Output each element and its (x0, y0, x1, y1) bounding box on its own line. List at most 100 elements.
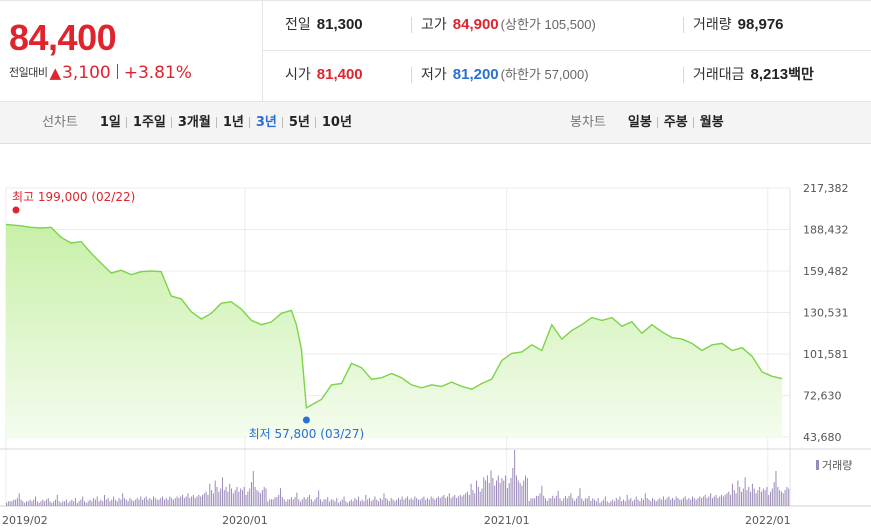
volume-bar (419, 499, 421, 506)
volume-bar (165, 498, 167, 506)
range-1y[interactable]: 1년 (217, 115, 250, 130)
volume-bar (64, 501, 66, 506)
volume-bar (503, 480, 505, 506)
range-5y[interactable]: 5년 (283, 115, 316, 130)
volume-bar (212, 493, 214, 506)
volume-bar (134, 499, 136, 506)
low-price: 저가 81,200 (하한가 57,000) (411, 51, 589, 101)
volume-bar (737, 480, 739, 506)
volume-bar (350, 499, 352, 506)
volume-bar (564, 495, 566, 506)
volume-bar (661, 499, 663, 506)
volume-bar (692, 496, 693, 506)
volume-bar (309, 494, 311, 506)
volume-bar (298, 499, 300, 506)
volume-bar (73, 501, 75, 506)
volume-bar (784, 490, 786, 506)
volume-bar (659, 498, 661, 506)
volume-bar (532, 498, 534, 506)
volume-bar (748, 486, 750, 506)
volume-bar (575, 498, 577, 506)
up-arrow-icon: ▲ (49, 64, 62, 82)
high-price: 고가 84,900 (상한가 105,500) (411, 1, 596, 51)
volume-bar (62, 501, 64, 506)
volume-bar (441, 496, 443, 506)
volume-bar (668, 496, 670, 506)
trade-value-label: 거래대금 (693, 67, 745, 83)
volume-bar (652, 498, 654, 506)
volume-bar (162, 496, 164, 506)
candle-monthly[interactable]: 월봉 (694, 115, 730, 130)
volume-bar (465, 493, 467, 506)
range-3m[interactable]: 3개월 (172, 115, 217, 130)
volume-bar (581, 498, 583, 506)
volume-value: 98,976 (737, 16, 784, 33)
volume-bar (178, 498, 180, 506)
open-value: 81,400 (316, 66, 363, 83)
volume-bar (343, 496, 345, 506)
volume-bar (231, 488, 233, 506)
volume-bar (436, 498, 438, 506)
volume-bar (225, 486, 227, 506)
y-tick-label: 159,482 (803, 265, 849, 278)
volume-label: 거래량 (693, 17, 732, 33)
volume-bar (401, 496, 403, 506)
volume-bar (702, 496, 704, 506)
volume-bar (330, 499, 332, 506)
volume-bar (764, 490, 766, 506)
change-percent: +3.81% (123, 63, 192, 83)
volume-bar (751, 483, 753, 506)
volume-bar (123, 498, 125, 506)
prev-close: 전일 81,300 (285, 1, 363, 51)
volume-bar (314, 499, 316, 506)
volume-bar (15, 499, 17, 506)
volume-bar (773, 482, 775, 506)
volume-bar (82, 496, 84, 506)
volume-bar (534, 498, 536, 506)
volume-bar (341, 499, 343, 506)
volume-bar (274, 497, 276, 506)
volume-bar (394, 501, 396, 506)
volume-bar (474, 493, 476, 506)
range-1d[interactable]: 1일 (99, 115, 121, 130)
volume-bar (265, 488, 267, 506)
volume-bar (535, 495, 537, 506)
volume-bar (354, 498, 356, 506)
volume-bar (412, 499, 414, 506)
candle-chart-label: 봉차트 (570, 115, 606, 130)
volume-bar (437, 496, 439, 506)
volume-bar (780, 491, 782, 506)
volume-bar (730, 494, 732, 506)
range-3y[interactable]: 3년 (250, 115, 283, 130)
volume-bar (383, 493, 385, 506)
low-label: 저가 (421, 67, 447, 83)
volume-bar (421, 498, 423, 506)
volume-bar (356, 499, 358, 506)
volume-bar (648, 499, 650, 506)
volume-bar (508, 483, 510, 506)
volume-bar (93, 498, 95, 506)
volume-bar (256, 490, 258, 506)
volume-bar (192, 494, 194, 506)
change-divider (116, 64, 118, 79)
volume-bar (530, 498, 532, 506)
volume-bar (167, 499, 169, 506)
volume-bar (457, 496, 459, 506)
volume-bar (688, 498, 690, 506)
volume-bar (472, 490, 474, 506)
candle-weekly[interactable]: 주봉 (658, 115, 694, 130)
volume-bar (641, 498, 643, 506)
x-tick-label: 2021/01 (484, 514, 530, 527)
range-1w[interactable]: 1주일 (127, 115, 172, 130)
x-tick-label: 2022/01 (745, 514, 791, 527)
volume-bar (388, 501, 390, 506)
open-price: 시가 81,400 (285, 51, 363, 101)
volume-bar (292, 499, 294, 506)
volume-bar (579, 488, 581, 506)
volume-bar (13, 499, 15, 506)
volume-bar (214, 480, 216, 506)
volume-bar (706, 498, 708, 506)
candle-daily[interactable]: 일봉 (627, 115, 652, 130)
range-10y[interactable]: 10년 (316, 115, 358, 130)
volume-bar (69, 501, 71, 506)
